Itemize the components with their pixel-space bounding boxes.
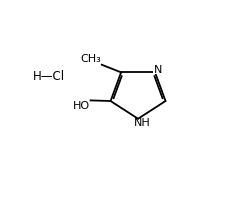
Text: CH₃: CH₃ [80,54,101,64]
FancyBboxPatch shape [136,120,148,126]
FancyBboxPatch shape [153,67,162,74]
Text: NH: NH [134,118,151,128]
Text: N: N [154,65,162,75]
Text: HO: HO [73,101,90,111]
Text: H—Cl: H—Cl [33,70,65,83]
